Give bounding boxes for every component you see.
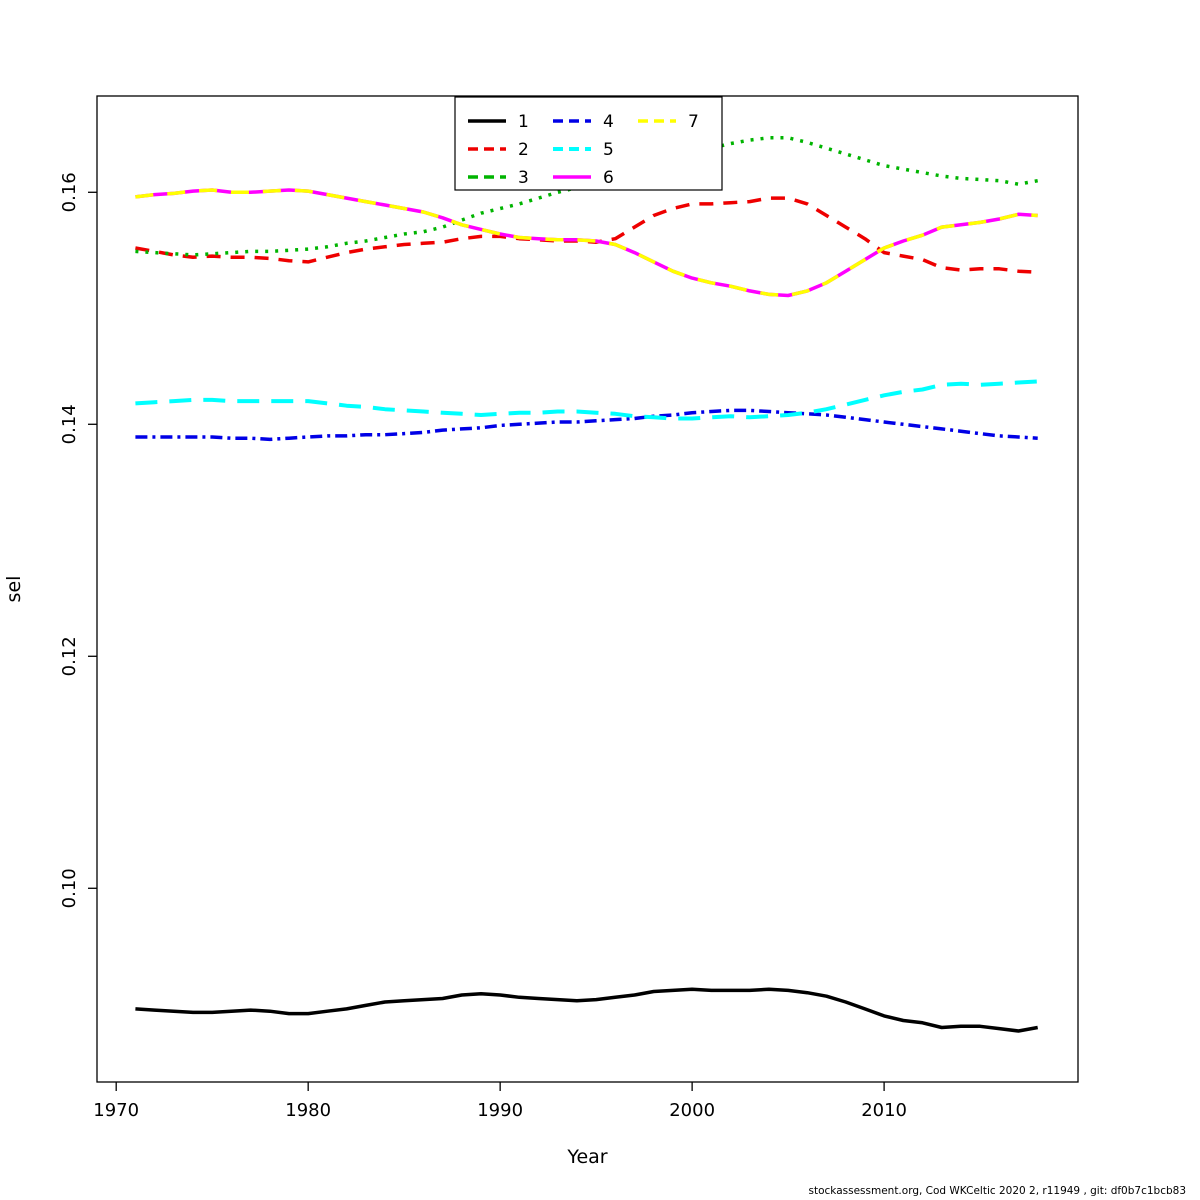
plot-caption: stockassessment.org, Cod WKCeltic 2020 2…	[808, 1185, 1186, 1197]
series-line-1	[135, 987, 1039, 1033]
x-tick-label: 1970	[93, 1100, 139, 1121]
x-tick-label: 1980	[285, 1100, 331, 1121]
x-axis: 1970 1980 1990 2000 2010	[93, 1082, 907, 1121]
series-line-2	[135, 196, 1038, 275]
plot-border	[96, 95, 1079, 1083]
x-tick-label: 2010	[861, 1100, 907, 1121]
x-axis-title: Year	[566, 1146, 607, 1168]
series-line-5	[135, 379, 1038, 421]
legend-label-7: 7	[688, 112, 699, 132]
series-line-6	[135, 188, 1038, 298]
legend-label-4: 4	[603, 112, 614, 132]
legend-label-1: 1	[518, 112, 529, 132]
legend-label-2: 2	[518, 140, 529, 160]
y-tick-label: 0.10	[59, 868, 80, 908]
series-line-4	[135, 408, 1038, 442]
legend-box	[454, 96, 723, 191]
y-tick-label: 0.14	[59, 404, 80, 444]
y-tick-label: 0.16	[59, 172, 80, 212]
y-tick-label: 0.12	[59, 636, 80, 676]
y-axis-title: sel	[3, 576, 25, 603]
series-line-3	[135, 136, 1039, 257]
x-tick-label: 2000	[669, 1100, 715, 1121]
x-tick-label: 1990	[477, 1100, 523, 1121]
y-axis: 0.10 0.12 0.14 0.16	[59, 172, 97, 908]
legend-label-5: 5	[603, 140, 614, 160]
series-line-7	[135, 188, 1038, 298]
legend: 1 2 3 4 5 6 7	[454, 96, 723, 191]
legend-label-6: 6	[603, 168, 614, 188]
legend-label-3: 3	[518, 168, 529, 188]
